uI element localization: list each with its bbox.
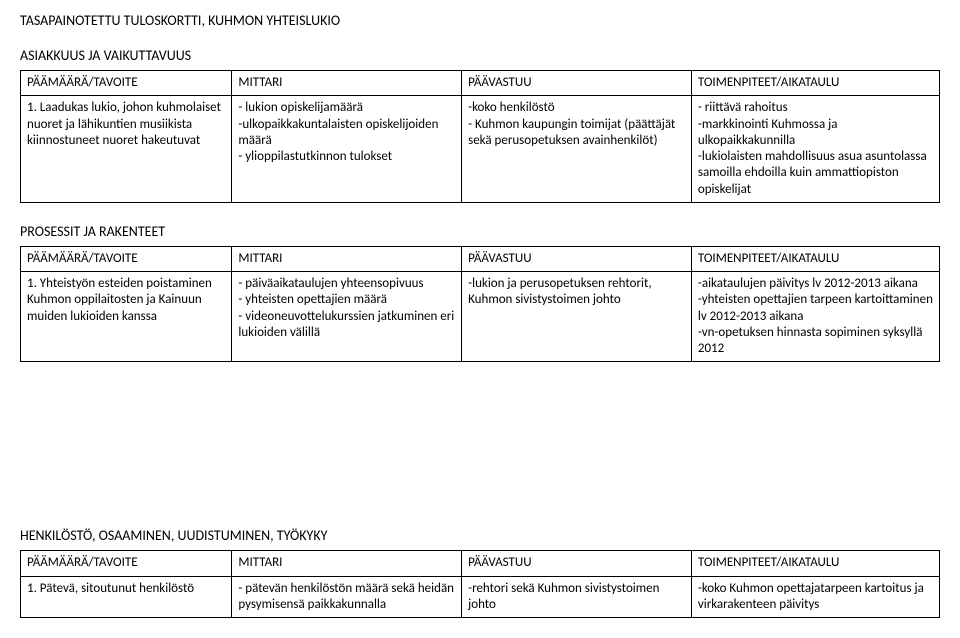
section1-cell-1: - lukion opiskelijamäärä -ulkopaikkakunt… xyxy=(232,96,462,203)
section2-header-1: MITTARI xyxy=(232,246,462,271)
section3-header-2: PÄÄVASTUU xyxy=(462,551,692,576)
table-row: 1. Yhteistyön esteiden poistaminen Kuhmo… xyxy=(21,272,940,362)
section1-cell-3: - riittävä rahoitus -markkinointi Kuhmos… xyxy=(691,96,939,203)
section2-header-2: PÄÄVASTUU xyxy=(462,246,692,271)
section1-header-0: PÄÄMÄÄRÄ/TAVOITE xyxy=(21,71,232,96)
section3-cell-3: -koko Kuhmon opettajatarpeen kartoitus j… xyxy=(691,576,939,618)
table-header-row: PÄÄMÄÄRÄ/TAVOITE MITTARI PÄÄVASTUU TOIME… xyxy=(21,71,940,96)
table-row: 1. Pätevä, sitoutunut henkilöstö - pätev… xyxy=(21,576,940,618)
section2-header-3: TOIMENPITEET/AIKATAULU xyxy=(691,246,939,271)
page-root: TASAPAINOTETTU TULOSKORTTI, KUHMON YHTEI… xyxy=(0,0,960,638)
section2-cell-2: -lukion ja perusopetuksen rehtorit, Kuhm… xyxy=(462,272,692,362)
section1-cell-2: -koko henkilöstö - Kuhmon kaupungin toim… xyxy=(462,96,692,203)
section3-cell-1: - pätevän henkilöstön määrä sekä heidän … xyxy=(232,576,462,618)
section1-table: PÄÄMÄÄRÄ/TAVOITE MITTARI PÄÄVASTUU TOIME… xyxy=(20,70,940,203)
section3-heading: HENKILÖSTÖ, OSAAMINEN, UUDISTUMINEN, TYÖ… xyxy=(20,527,940,544)
section2-cell-0: 1. Yhteistyön esteiden poistaminen Kuhmo… xyxy=(21,272,232,362)
section3-block: HENKILÖSTÖ, OSAAMINEN, UUDISTUMINEN, TYÖ… xyxy=(20,527,940,618)
page-title: TASAPAINOTETTU TULOSKORTTI, KUHMON YHTEI… xyxy=(20,12,940,29)
section3-header-3: TOIMENPITEET/AIKATAULU xyxy=(691,551,939,576)
section3-header-0: PÄÄMÄÄRÄ/TAVOITE xyxy=(21,551,232,576)
section3-cell-0: 1. Pätevä, sitoutunut henkilöstö xyxy=(21,576,232,618)
section1-header-3: TOIMENPITEET/AIKATAULU xyxy=(691,71,939,96)
table-header-row: PÄÄMÄÄRÄ/TAVOITE MITTARI PÄÄVASTUU TOIME… xyxy=(21,551,940,576)
section2-header-0: PÄÄMÄÄRÄ/TAVOITE xyxy=(21,246,232,271)
section2-cell-3: -aikataulujen päivitys lv 2012-2013 aika… xyxy=(691,272,939,362)
section1-header-2: PÄÄVASTUU xyxy=(462,71,692,96)
table-row: 1. Laadukas lukio, johon kuhmolaiset nuo… xyxy=(21,96,940,203)
table-header-row: PÄÄMÄÄRÄ/TAVOITE MITTARI PÄÄVASTUU TOIME… xyxy=(21,246,940,271)
section2-heading: PROSESSIT JA RAKENTEET xyxy=(20,223,940,240)
section2-cell-1: - päiväaikataulujen yhteensopivuus - yht… xyxy=(232,272,462,362)
section3-cell-2: -rehtori sekä Kuhmon sivistystoimen joht… xyxy=(462,576,692,618)
section1-header-1: MITTARI xyxy=(232,71,462,96)
section1-cell-0: 1. Laadukas lukio, johon kuhmolaiset nuo… xyxy=(21,96,232,203)
section2-table: PÄÄMÄÄRÄ/TAVOITE MITTARI PÄÄVASTUU TOIME… xyxy=(20,246,940,363)
section3-header-1: MITTARI xyxy=(232,551,462,576)
section1-heading: ASIAKKUUS JA VAIKUTTAVUUS xyxy=(20,47,940,64)
section3-table: PÄÄMÄÄRÄ/TAVOITE MITTARI PÄÄVASTUU TOIME… xyxy=(20,550,940,618)
